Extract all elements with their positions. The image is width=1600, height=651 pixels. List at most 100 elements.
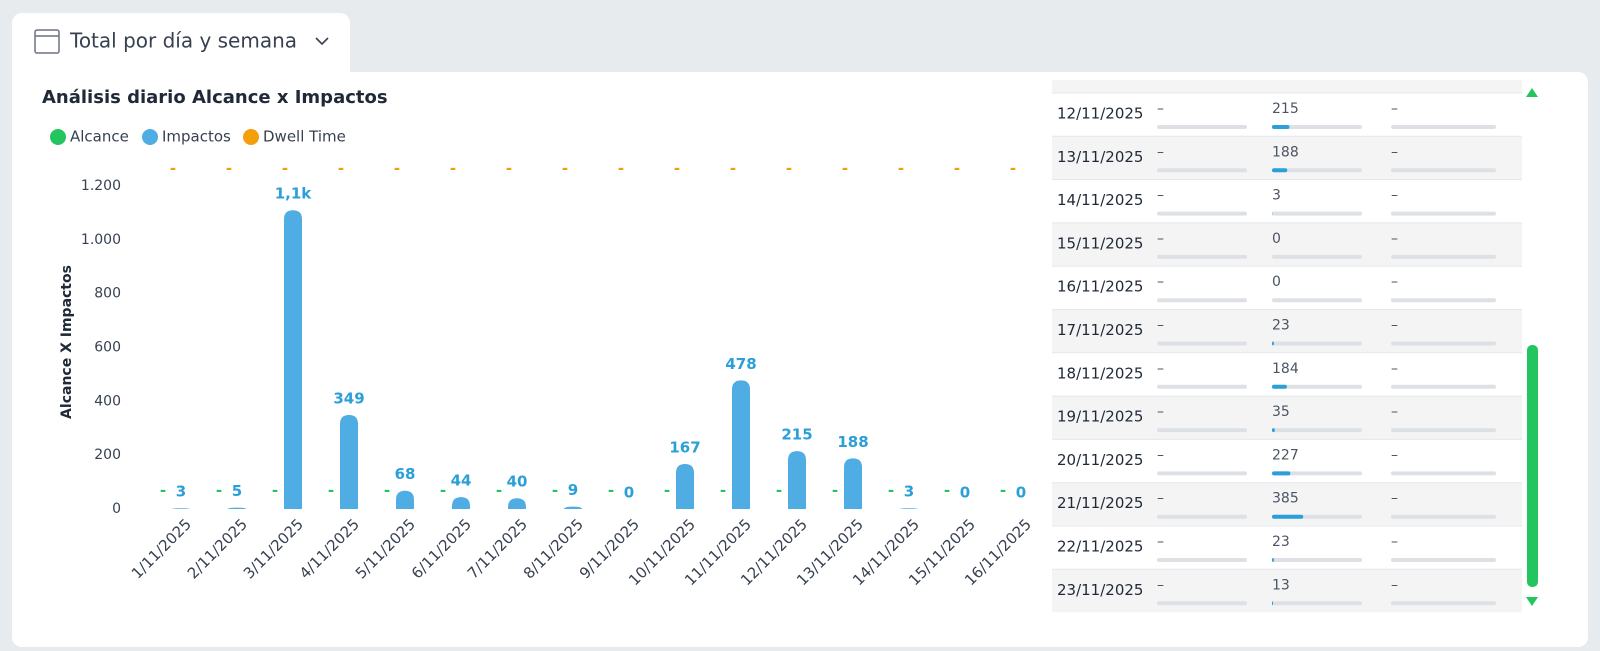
value-label: - <box>506 160 512 178</box>
cell-value: – <box>1391 144 1398 160</box>
bar <box>732 380 750 509</box>
progress-track <box>1272 255 1362 259</box>
progress-track <box>1157 298 1247 302</box>
progress-track <box>1272 342 1362 346</box>
value-label: - <box>440 482 446 500</box>
legend-label: Alcance <box>70 128 129 146</box>
value-label: - <box>832 482 838 500</box>
progress-bar <box>1272 428 1275 432</box>
progress-track <box>1391 558 1496 562</box>
cell-value: 13 <box>1272 577 1290 593</box>
scrollbar[interactable] <box>1527 345 1538 587</box>
value-label: 5 <box>232 482 242 500</box>
progress-track <box>1272 428 1362 432</box>
value-label: - <box>944 482 950 500</box>
cell-value: – <box>1157 318 1164 334</box>
cell-value: – <box>1391 231 1398 247</box>
value-label: - <box>328 482 334 500</box>
cell-value: – <box>1391 101 1398 117</box>
value-label: - <box>562 160 568 178</box>
legend-label: Dwell Time <box>263 128 346 146</box>
progress-track <box>1391 168 1496 172</box>
progress-track <box>1272 298 1362 302</box>
value-label: - <box>496 482 502 500</box>
value-label: 1,1k <box>275 185 313 203</box>
progress-track <box>1157 558 1247 562</box>
cell-value: 227 <box>1272 447 1299 463</box>
y-tick-label: 200 <box>94 447 121 463</box>
value-label: 0 <box>624 484 634 502</box>
value-label: - <box>842 160 848 178</box>
progress-track <box>1391 125 1496 129</box>
value-label: 3 <box>176 483 186 501</box>
value-label: - <box>786 160 792 178</box>
value-label: - <box>552 482 558 500</box>
bar <box>788 451 806 509</box>
value-label: - <box>338 160 344 178</box>
value-label: - <box>1010 160 1016 178</box>
cell-value: 23 <box>1272 318 1290 334</box>
value-label: - <box>394 160 400 178</box>
progress-bar <box>1272 125 1289 129</box>
cell-value: 0 <box>1272 231 1281 247</box>
cell-value: – <box>1391 447 1398 463</box>
cell-value: – <box>1391 361 1398 377</box>
legend-dot <box>50 129 66 145</box>
y-tick-label: 400 <box>94 393 121 409</box>
value-label: 68 <box>395 465 416 483</box>
cell-value: – <box>1391 577 1398 593</box>
bar <box>284 210 302 509</box>
y-axis-label: Alcance X Impactos <box>59 265 75 419</box>
progress-bar <box>1272 385 1287 389</box>
cell-value: – <box>1391 274 1398 290</box>
cell-value: – <box>1157 231 1164 247</box>
cell-value: 184 <box>1272 361 1299 377</box>
value-label: 40 <box>507 473 528 491</box>
progress-bar <box>1272 342 1274 346</box>
progress-track <box>1391 255 1496 259</box>
progress-track <box>1157 342 1247 346</box>
value-label: - <box>618 160 624 178</box>
progress-track <box>1157 515 1247 519</box>
cell-date: 22/11/2025 <box>1057 538 1143 556</box>
progress-track <box>1157 212 1247 216</box>
value-label: 44 <box>451 472 472 490</box>
value-label: - <box>450 160 456 178</box>
tab-title[interactable]: Total por día y semana <box>69 29 297 53</box>
value-label: - <box>216 482 222 500</box>
bar <box>396 491 414 509</box>
value-label: 0 <box>1016 484 1026 502</box>
value-label: - <box>776 482 782 500</box>
progress-track <box>1272 212 1362 216</box>
cell-date: 13/11/2025 <box>1057 148 1143 166</box>
value-label: 167 <box>669 439 700 457</box>
progress-track <box>1391 342 1496 346</box>
progress-bar <box>1272 168 1287 172</box>
cell-value: – <box>1157 101 1164 117</box>
value-label: - <box>608 482 614 500</box>
progress-track <box>1272 601 1362 605</box>
cell-value: 188 <box>1272 144 1299 160</box>
value-label: 215 <box>781 426 812 444</box>
progress-bar <box>1272 601 1273 605</box>
cell-value: 215 <box>1272 101 1299 117</box>
cell-value: 35 <box>1272 404 1290 420</box>
value-label: - <box>664 482 670 500</box>
progress-track <box>1272 558 1362 562</box>
cell-value: – <box>1391 534 1398 550</box>
cell-value: – <box>1157 491 1164 507</box>
bar <box>340 415 358 509</box>
value-label: 3 <box>904 483 914 501</box>
cell-value: – <box>1157 404 1164 420</box>
y-tick-label: 600 <box>94 340 121 356</box>
progress-track <box>1157 125 1247 129</box>
progress-track <box>1391 515 1496 519</box>
value-label: 188 <box>837 433 868 451</box>
value-label: - <box>226 160 232 178</box>
y-tick-label: 1.200 <box>81 178 121 194</box>
cell-value: – <box>1157 447 1164 463</box>
value-label: - <box>730 160 736 178</box>
cell-value: 3 <box>1272 188 1281 204</box>
cell-date: 19/11/2025 <box>1057 408 1143 426</box>
